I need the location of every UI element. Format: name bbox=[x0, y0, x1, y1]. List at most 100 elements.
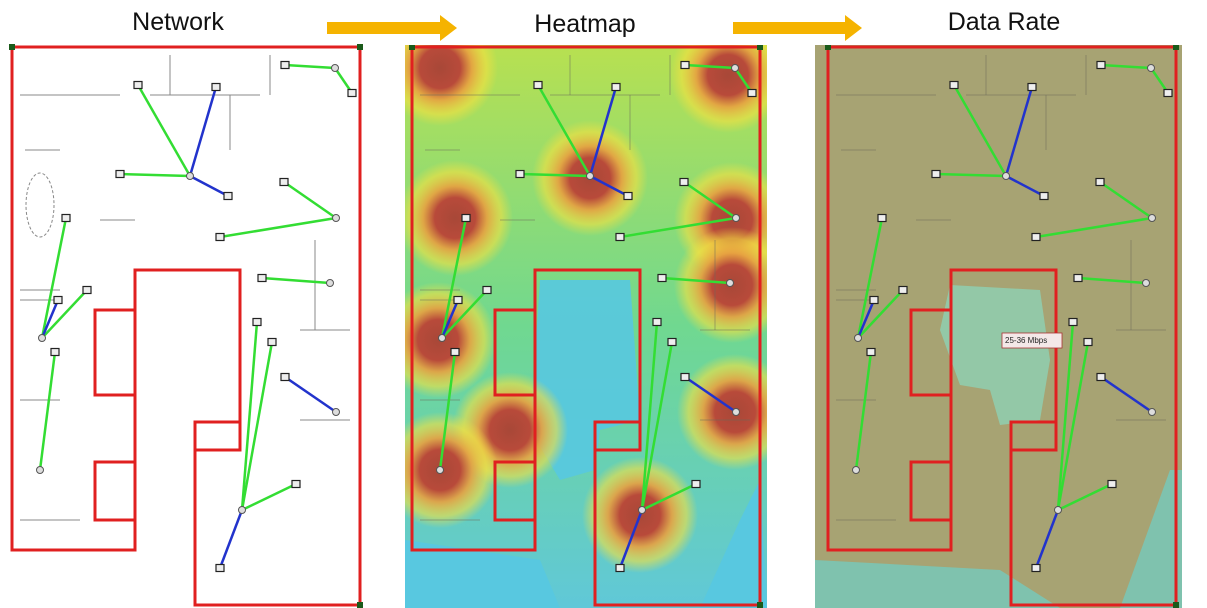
access-point bbox=[732, 65, 739, 72]
client-device bbox=[653, 319, 661, 326]
client-device bbox=[212, 84, 220, 91]
client-device bbox=[748, 90, 756, 97]
access-point bbox=[855, 335, 862, 342]
page: Network Heatmap Data Rate 25-36 Mbps (()… bbox=[0, 0, 1207, 608]
access-point bbox=[853, 467, 860, 474]
corner-marker bbox=[357, 602, 363, 608]
access-point bbox=[333, 409, 340, 416]
corner-marker bbox=[757, 602, 763, 608]
access-point bbox=[639, 507, 646, 514]
client-device bbox=[1074, 275, 1082, 282]
client-device bbox=[258, 275, 266, 282]
access-point bbox=[733, 215, 740, 222]
client-device bbox=[870, 297, 878, 304]
access-point bbox=[327, 280, 334, 287]
client-device bbox=[1028, 84, 1036, 91]
figure: Network Heatmap Data Rate 25-36 Mbps bbox=[0, 0, 1207, 608]
hot-spot bbox=[397, 160, 513, 276]
corner-marker bbox=[825, 44, 831, 50]
client-device bbox=[692, 481, 700, 488]
client-device bbox=[950, 82, 958, 89]
client-device bbox=[612, 84, 620, 91]
access-point bbox=[1149, 409, 1156, 416]
corner-marker bbox=[757, 44, 763, 50]
access-point bbox=[1055, 507, 1062, 514]
client-device bbox=[253, 319, 261, 326]
client-device bbox=[867, 349, 875, 356]
client-device bbox=[62, 215, 70, 222]
corner-marker bbox=[357, 44, 363, 50]
access-point bbox=[1148, 65, 1155, 72]
access-point bbox=[1143, 280, 1150, 287]
client-device bbox=[281, 62, 289, 69]
access-point bbox=[187, 173, 194, 180]
hot-spot bbox=[670, 17, 786, 133]
client-device bbox=[281, 374, 289, 381]
client-device bbox=[1164, 90, 1172, 97]
client-device bbox=[668, 339, 676, 346]
access-point bbox=[437, 467, 444, 474]
access-point bbox=[1149, 215, 1156, 222]
access-point bbox=[333, 215, 340, 222]
client-device bbox=[1097, 62, 1105, 69]
client-device bbox=[54, 297, 62, 304]
client-device bbox=[899, 287, 907, 294]
client-device bbox=[680, 179, 688, 186]
corner-marker bbox=[409, 44, 415, 50]
panel-title: Heatmap bbox=[534, 10, 635, 38]
client-device bbox=[348, 90, 356, 97]
client-device bbox=[116, 171, 124, 178]
client-device bbox=[1032, 565, 1040, 572]
client-device bbox=[1108, 481, 1116, 488]
client-device bbox=[1032, 234, 1040, 241]
access-point bbox=[239, 507, 246, 514]
panel-title: Data Rate bbox=[948, 8, 1061, 36]
client-device bbox=[932, 171, 940, 178]
client-device bbox=[1084, 339, 1092, 346]
client-device bbox=[681, 62, 689, 69]
access-point bbox=[439, 335, 446, 342]
client-device bbox=[681, 374, 689, 381]
client-device bbox=[462, 215, 470, 222]
network-panel bbox=[9, 44, 363, 608]
client-device bbox=[216, 565, 224, 572]
access-point bbox=[37, 467, 44, 474]
client-device bbox=[1096, 179, 1104, 186]
access-point bbox=[332, 65, 339, 72]
arrow bbox=[327, 15, 457, 41]
client-device bbox=[483, 287, 491, 294]
corner-marker bbox=[1173, 44, 1179, 50]
client-device bbox=[268, 339, 276, 346]
client-device bbox=[624, 193, 632, 200]
client-device bbox=[616, 234, 624, 241]
client-device bbox=[516, 171, 524, 178]
client-device bbox=[1097, 374, 1105, 381]
client-device bbox=[878, 215, 886, 222]
corner-marker bbox=[9, 44, 15, 50]
arrow bbox=[733, 15, 862, 41]
tooltip: 25-36 Mbps bbox=[1002, 333, 1062, 348]
client-device bbox=[451, 349, 459, 356]
access-point bbox=[39, 335, 46, 342]
client-device bbox=[454, 297, 462, 304]
client-device bbox=[1040, 193, 1048, 200]
client-device bbox=[292, 481, 300, 488]
access-point bbox=[727, 280, 734, 287]
client-device bbox=[616, 565, 624, 572]
client-device bbox=[280, 179, 288, 186]
client-device bbox=[1069, 319, 1077, 326]
client-device bbox=[534, 82, 542, 89]
client-device bbox=[216, 234, 224, 241]
access-point bbox=[587, 173, 594, 180]
floor bbox=[12, 47, 360, 605]
panel-title: Network bbox=[132, 8, 224, 36]
client-device bbox=[224, 193, 232, 200]
access-point bbox=[1003, 173, 1010, 180]
heatmap-panel bbox=[380, 10, 793, 608]
client-device bbox=[134, 82, 142, 89]
data-rate-panel bbox=[815, 44, 1182, 608]
client-device bbox=[83, 287, 91, 294]
client-device bbox=[658, 275, 666, 282]
access-point bbox=[733, 409, 740, 416]
client-device bbox=[51, 349, 59, 356]
